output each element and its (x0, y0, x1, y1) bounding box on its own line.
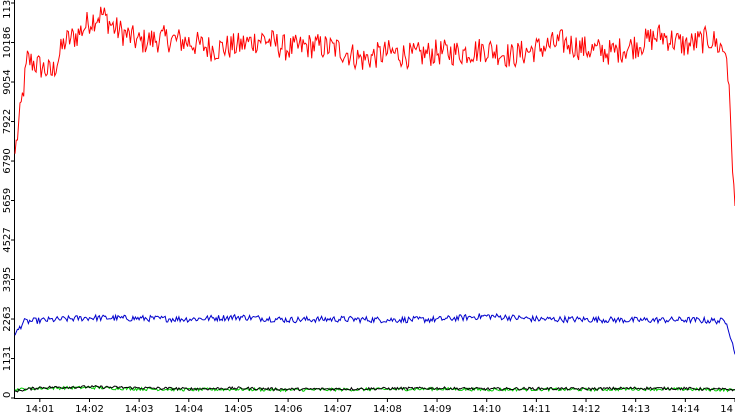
series-line-3 (14, 385, 735, 393)
series-line-4 (14, 385, 735, 393)
x-tick-label: 14:09 (423, 404, 452, 415)
y-tick-label: 2263 (2, 306, 13, 331)
x-tick-label: 14:03 (125, 404, 154, 415)
y-tick-label: 0 (2, 392, 13, 398)
x-tick-label: 14:08 (373, 404, 402, 415)
y-tick-label: 3395 (2, 267, 13, 292)
x-tick-label: 14:04 (174, 404, 203, 415)
x-tick-label: 14:12 (572, 404, 601, 415)
y-tick-label: 11318 (2, 0, 13, 19)
y-tick-label: 1131 (2, 346, 13, 371)
series-group (14, 6, 735, 393)
x-tick-label: 14:05 (224, 404, 253, 415)
series-line-1 (14, 6, 735, 207)
x-tick-label: 14:13 (621, 404, 650, 415)
y-tick-label: 9054 (2, 69, 13, 94)
y-axis-ticks: 0 1131 2263 3395 4527 5659 6790 7922 9054 10186 11… (2, 0, 15, 399)
series-line-2 (14, 312, 735, 355)
x-tick-label: 14 (720, 404, 733, 415)
y-tick-label: 7922 (2, 109, 13, 134)
x-tick-label: 14:10 (472, 404, 501, 415)
y-tick-label: 6790 (2, 148, 13, 173)
y-tick-label: 4527 (2, 227, 13, 252)
x-axis-ticks: 14:01 14:02 14:03 14:04 14:05 14:06 14:07 14:08… (25, 398, 735, 415)
x-tick-label: 14:01 (25, 404, 54, 415)
y-tick-label: 10186 (2, 27, 13, 59)
x-tick-label: 14:07 (323, 404, 352, 415)
x-tick-label: 14:02 (75, 404, 104, 415)
x-tick-label: 14:14 (671, 404, 700, 415)
x-tick-label: 14:11 (522, 404, 551, 415)
y-tick-label: 5659 (2, 188, 13, 213)
x-tick-label: 14:06 (274, 404, 303, 415)
